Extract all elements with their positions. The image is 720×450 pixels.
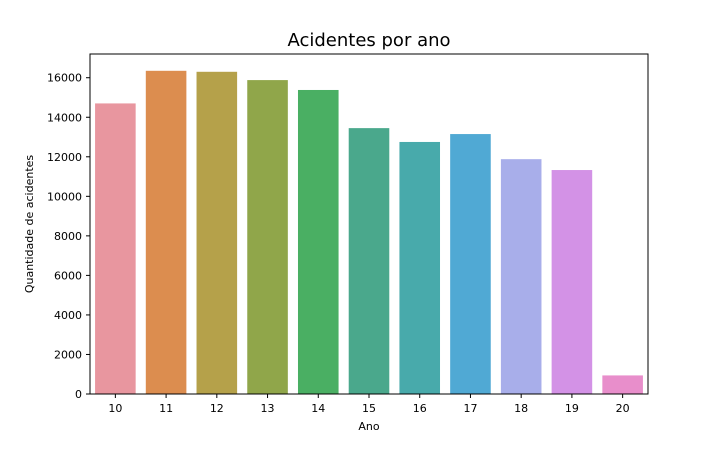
bars-group (95, 70, 643, 395)
bar-11 (145, 70, 187, 395)
bar-10 (95, 103, 136, 394)
x-tick-label: 18 (514, 402, 528, 415)
y-tick-label: 6000 (54, 269, 82, 282)
x-tick-label: 17 (463, 402, 477, 415)
x-tick-label: 11 (159, 402, 173, 415)
y-tick-label: 10000 (47, 190, 82, 203)
bar-20 (602, 375, 643, 394)
y-tick-label: 8000 (54, 230, 82, 243)
x-tick-label: 16 (413, 402, 427, 415)
y-tick-label: 12000 (47, 151, 82, 164)
bar-19 (551, 170, 593, 394)
x-tick-label: 20 (616, 402, 630, 415)
x-axis-ticks: 10 11 12 13 14 15 16 17 18 19 20 (108, 394, 630, 415)
bar-13 (247, 80, 288, 395)
y-axis-ticks: 0 2000 4000 6000 8000 10000 12000 14000 16000 (47, 72, 90, 401)
plot-frame (89, 53, 649, 395)
y-tick-label: 4000 (54, 309, 82, 322)
x-tick-label: 14 (311, 402, 325, 415)
y-tick-label: 2000 (54, 348, 82, 361)
x-tick-label: 19 (565, 402, 579, 415)
x-tick-label: 12 (210, 402, 224, 415)
bar-18 (500, 159, 542, 394)
bar-17 (450, 134, 491, 394)
y-tick-label: 16000 (47, 72, 82, 85)
bar-12 (196, 71, 238, 394)
x-tick-label: 10 (108, 402, 122, 415)
bar-14 (297, 89, 339, 394)
y-tick-label: 14000 (47, 111, 82, 124)
y-axis-label: Quantidade de acidentes (23, 155, 36, 294)
x-tick-label: 13 (261, 402, 275, 415)
bar-15 (348, 128, 390, 394)
chart-title: Acidentes por ano (287, 30, 450, 51)
y-tick-label: 0 (75, 388, 82, 401)
x-tick-label: 15 (362, 402, 376, 415)
bar-16 (399, 141, 441, 394)
x-axis-label: Ano (358, 420, 379, 433)
